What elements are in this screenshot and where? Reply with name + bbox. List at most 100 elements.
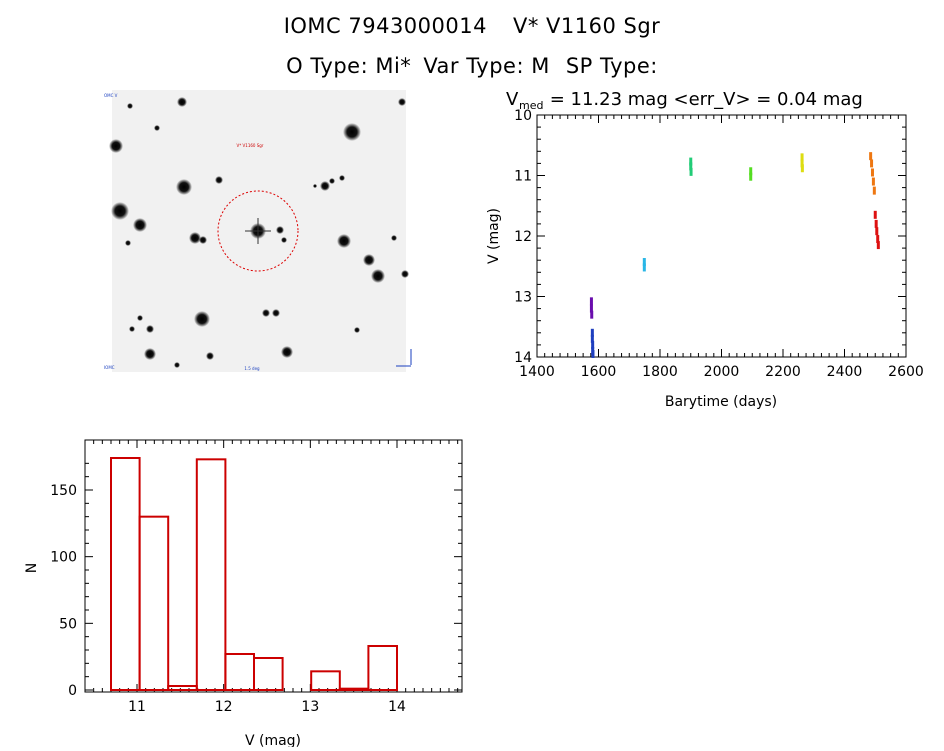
hist-y-tick-label: 0	[68, 683, 77, 699]
spectral-type: SP Type:	[565, 54, 658, 78]
hist-x-label: V (mag)	[245, 733, 301, 747]
star	[146, 325, 154, 333]
lc-point	[590, 310, 594, 319]
lc-point	[589, 304, 593, 313]
lc-point	[589, 297, 593, 306]
finder-scale-label: 1.5 deg	[244, 366, 260, 371]
lc-point	[749, 172, 753, 181]
lc-x-tick-label: 2400	[827, 364, 863, 380]
star	[354, 327, 360, 333]
star	[189, 232, 201, 244]
hist-bar	[338, 687, 370, 691]
lc-y-tick-label: 12	[514, 229, 532, 245]
lc-point	[689, 157, 693, 166]
lc-series-g7	[869, 152, 876, 195]
star	[363, 254, 375, 266]
finder-image-svg: V* V1160 Sgr OMC V IOMC 1.5 deg	[104, 90, 412, 372]
lc-point	[689, 167, 693, 176]
lc-series-g3	[642, 258, 646, 272]
star	[276, 226, 284, 234]
hist-x-tick-label: 12	[215, 699, 233, 715]
lc-data	[589, 152, 880, 358]
hist-bar	[195, 458, 227, 692]
star	[111, 202, 129, 220]
star	[391, 235, 397, 241]
lc-plot-frame	[536, 114, 907, 358]
lc-point	[590, 334, 594, 343]
star	[137, 315, 143, 321]
lc-x-tick-label: 2200	[765, 364, 801, 380]
hist-y-label: N	[24, 563, 40, 573]
finder-corner-label-bottom: IOMC	[104, 365, 115, 370]
object-type: O Type: Mi*	[286, 54, 412, 78]
lc-point	[591, 349, 595, 358]
star-field	[109, 97, 409, 368]
title-line-1: IOMC 7943000014 V* V1160 Sgr	[0, 14, 944, 38]
lc-point	[689, 162, 693, 171]
title-line-2: O Type: Mi* Var Type: M SP Type:	[0, 54, 944, 78]
lc-point	[800, 164, 804, 173]
hist-y-tick-label: 150	[50, 483, 77, 499]
lc-point	[872, 186, 876, 195]
lc-point	[871, 177, 875, 186]
lc-x-tick-label: 1600	[581, 364, 617, 380]
lc-y-tick-label: 11	[514, 169, 532, 185]
star	[174, 362, 180, 368]
star	[337, 234, 351, 248]
lc-x-tick-label: 1400	[519, 364, 555, 380]
star	[133, 218, 147, 232]
light-curve-chart: V med = 11.23 mag <err_V> = 0.04 mag 140…	[470, 84, 940, 418]
lc-y-label: V (mag)	[486, 208, 502, 264]
star	[125, 240, 131, 246]
hist-bars	[110, 457, 398, 692]
hist-bar	[367, 645, 398, 691]
hist-x-tick-label: 13	[301, 699, 319, 715]
star	[281, 346, 293, 358]
star	[194, 311, 210, 327]
lc-point	[869, 152, 873, 161]
star	[272, 309, 280, 317]
lc-series-g2	[590, 328, 595, 358]
hist-plot-frame	[84, 439, 463, 693]
star	[144, 348, 156, 360]
lc-series-g5	[749, 167, 753, 181]
object-id: IOMC 7943000014	[283, 14, 487, 38]
hist-bar	[224, 653, 255, 691]
lc-title-prefix: V	[506, 89, 519, 110]
star	[109, 139, 123, 153]
star	[127, 103, 133, 109]
star	[343, 123, 361, 141]
star-name: V* V1160 Sgr	[512, 14, 661, 38]
finder-corner-label: OMC V	[104, 93, 118, 98]
lc-series-g8	[873, 210, 880, 250]
hist-axes: 11 12 13 14 0 50 100 150	[50, 440, 462, 715]
star	[398, 98, 406, 106]
lc-point	[870, 168, 874, 177]
star	[262, 309, 270, 317]
lc-point	[591, 340, 595, 349]
star	[320, 181, 330, 191]
hist-x-tick-label: 11	[128, 699, 146, 715]
lc-series-g6	[800, 153, 804, 173]
lc-point	[800, 159, 804, 168]
star	[313, 184, 317, 188]
hist-y-tick-label: 100	[50, 550, 77, 566]
lc-point	[876, 241, 880, 250]
lc-x-tick-label: 2600	[888, 364, 924, 380]
hist-y-tick-label: 50	[59, 616, 77, 632]
star	[371, 269, 385, 283]
star	[401, 270, 409, 278]
hist-bar	[138, 515, 170, 691]
star	[199, 236, 207, 244]
lc-point	[749, 167, 753, 176]
lc-point	[875, 227, 879, 236]
lc-series-g4	[689, 157, 693, 176]
hist-bar	[253, 657, 284, 691]
lc-point	[642, 263, 646, 272]
histogram-chart: 11 12 13 14 0 50 100 150 V (mag) N	[0, 425, 470, 751]
star	[281, 237, 287, 243]
lc-x-tick-label: 2000	[704, 364, 740, 380]
star	[177, 97, 187, 107]
lc-series-g1	[589, 297, 594, 319]
star	[129, 326, 135, 332]
